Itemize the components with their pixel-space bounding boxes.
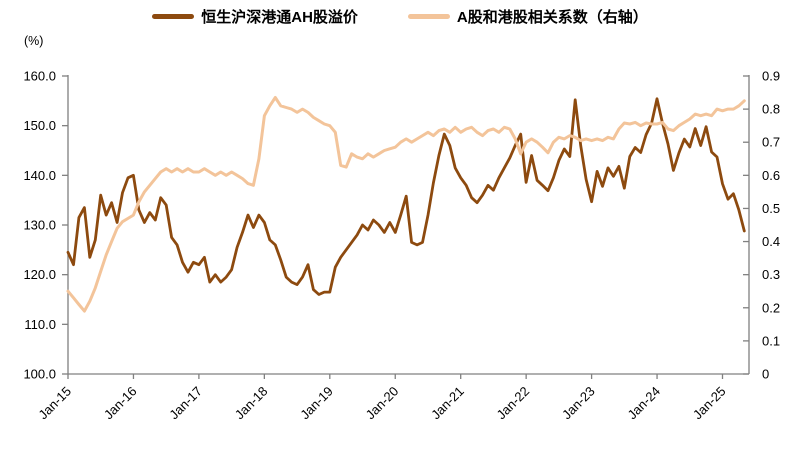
legend-label-correlation: A股和港股相关系数（右轴） (456, 9, 648, 26)
y-left-tick-label: 140.0 (23, 168, 56, 183)
x-tick-label: Jan-18 (232, 384, 271, 423)
y-right-tick-label: 0 (762, 367, 769, 382)
y-left-tick-label: 100.0 (23, 367, 56, 382)
y-right-tick-label: 0.3 (762, 267, 780, 282)
x-tick-label: Jan-15 (35, 384, 74, 423)
y-left-tick-label: 160.0 (23, 69, 56, 84)
left-axis-unit-label: (%) (24, 34, 44, 48)
x-tick-label: Jan-20 (363, 384, 402, 423)
y-left-tick-label: 110.0 (24, 317, 56, 332)
x-tick-label: Jan-25 (690, 384, 729, 423)
y-right-tick-label: 0.7 (762, 135, 780, 150)
y-right-tick-label: 0.6 (762, 168, 780, 183)
x-tick-label: Jan-21 (428, 384, 467, 423)
y-right-tick-label: 0.1 (762, 333, 780, 348)
y-right-tick-label: 0.8 (762, 102, 780, 117)
legend-item-correlation: A股和港股相关系数（右轴） (407, 6, 648, 27)
y-left-tick-label: 120.0 (23, 267, 56, 282)
x-tick-label: Jan-23 (559, 384, 598, 423)
legend: 恒生沪深港通AH股溢价 A股和港股相关系数（右轴） (0, 6, 800, 27)
y-right-tick-label: 0.5 (762, 201, 780, 216)
x-tick-label: Jan-16 (101, 384, 140, 423)
y-right-tick-label: 0.4 (762, 234, 780, 249)
y-right-tick-label: 0.9 (762, 69, 780, 84)
legend-item-ah-premium: 恒生沪深港通AH股溢价 (152, 6, 358, 27)
legend-label-ah-premium: 恒生沪深港通AH股溢价 (201, 9, 358, 26)
x-tick-label: Jan-22 (494, 384, 533, 423)
y-left-tick-label: 150.0 (23, 118, 56, 133)
x-tick-label: Jan-17 (166, 384, 205, 423)
y-right-tick-label: 0.2 (762, 300, 780, 315)
y-left-tick-label: 130.0 (23, 218, 56, 233)
legend-swatch-ah-premium-icon (152, 14, 195, 19)
series-line-correlation (66, 96, 746, 313)
x-tick-label: Jan-24 (624, 384, 663, 423)
x-tick-label: Jan-19 (297, 384, 336, 423)
legend-swatch-correlation-icon (407, 14, 450, 19)
series-line-ah-premium (66, 97, 746, 296)
